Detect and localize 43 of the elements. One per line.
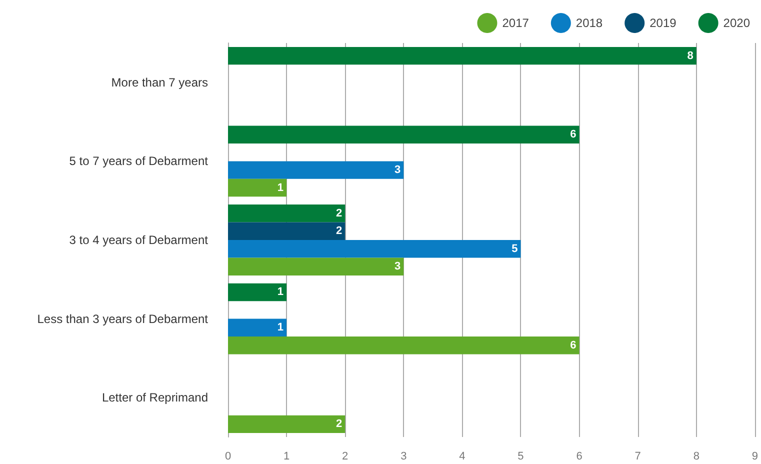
bar [228, 178, 287, 197]
x-tick-label: 0 [224, 450, 232, 462]
data-label: 1 [277, 286, 284, 298]
bar [228, 415, 346, 434]
data-label: 6 [570, 128, 576, 141]
x-tick-label: 2 [342, 450, 348, 462]
y-tick-label: 5 to 7 years of Debarment [69, 154, 209, 168]
x-tick-label: 9 [752, 450, 758, 462]
bar [228, 204, 346, 222]
legend-label: 2020 [723, 16, 750, 30]
data-label: 5 [512, 242, 518, 255]
x-tick-label: 6 [576, 450, 582, 462]
data-label: 2 [336, 207, 342, 220]
bar [228, 240, 521, 258]
data-label: 3 [394, 260, 401, 273]
bar [228, 336, 580, 354]
bar [228, 126, 580, 144]
legend-label: 2017 [502, 16, 530, 30]
x-tick-label: 4 [459, 450, 466, 462]
x-tick-label: 7 [634, 450, 641, 462]
data-label: 3 [394, 164, 401, 176]
data-label: 2 [336, 418, 342, 430]
y-tick-label: More than 7 years [111, 75, 208, 90]
data-label: 8 [687, 50, 694, 62]
legend-label: 2018 [576, 16, 603, 30]
data-label: 6 [570, 339, 576, 352]
y-tick-label: 3 to 4 years of Debarment [69, 233, 209, 247]
data-label: 1 [277, 182, 284, 194]
x-tick-label: 8 [693, 450, 700, 462]
data-label: 2 [336, 225, 342, 238]
y-tick-label: Letter of Reprimand [102, 390, 208, 405]
y-tick-label: Less than 3 years of Debarment [37, 312, 209, 326]
x-tick-label: 1 [283, 450, 290, 462]
bar [228, 161, 404, 179]
bar [228, 318, 287, 337]
x-tick-label: 5 [518, 450, 524, 462]
bar [228, 46, 696, 65]
data-label: 1 [277, 322, 284, 334]
bar [228, 283, 287, 302]
bar [228, 222, 346, 240]
bar [228, 258, 404, 276]
legend-label: 2019 [650, 16, 677, 30]
x-tick-label: 3 [400, 450, 407, 462]
